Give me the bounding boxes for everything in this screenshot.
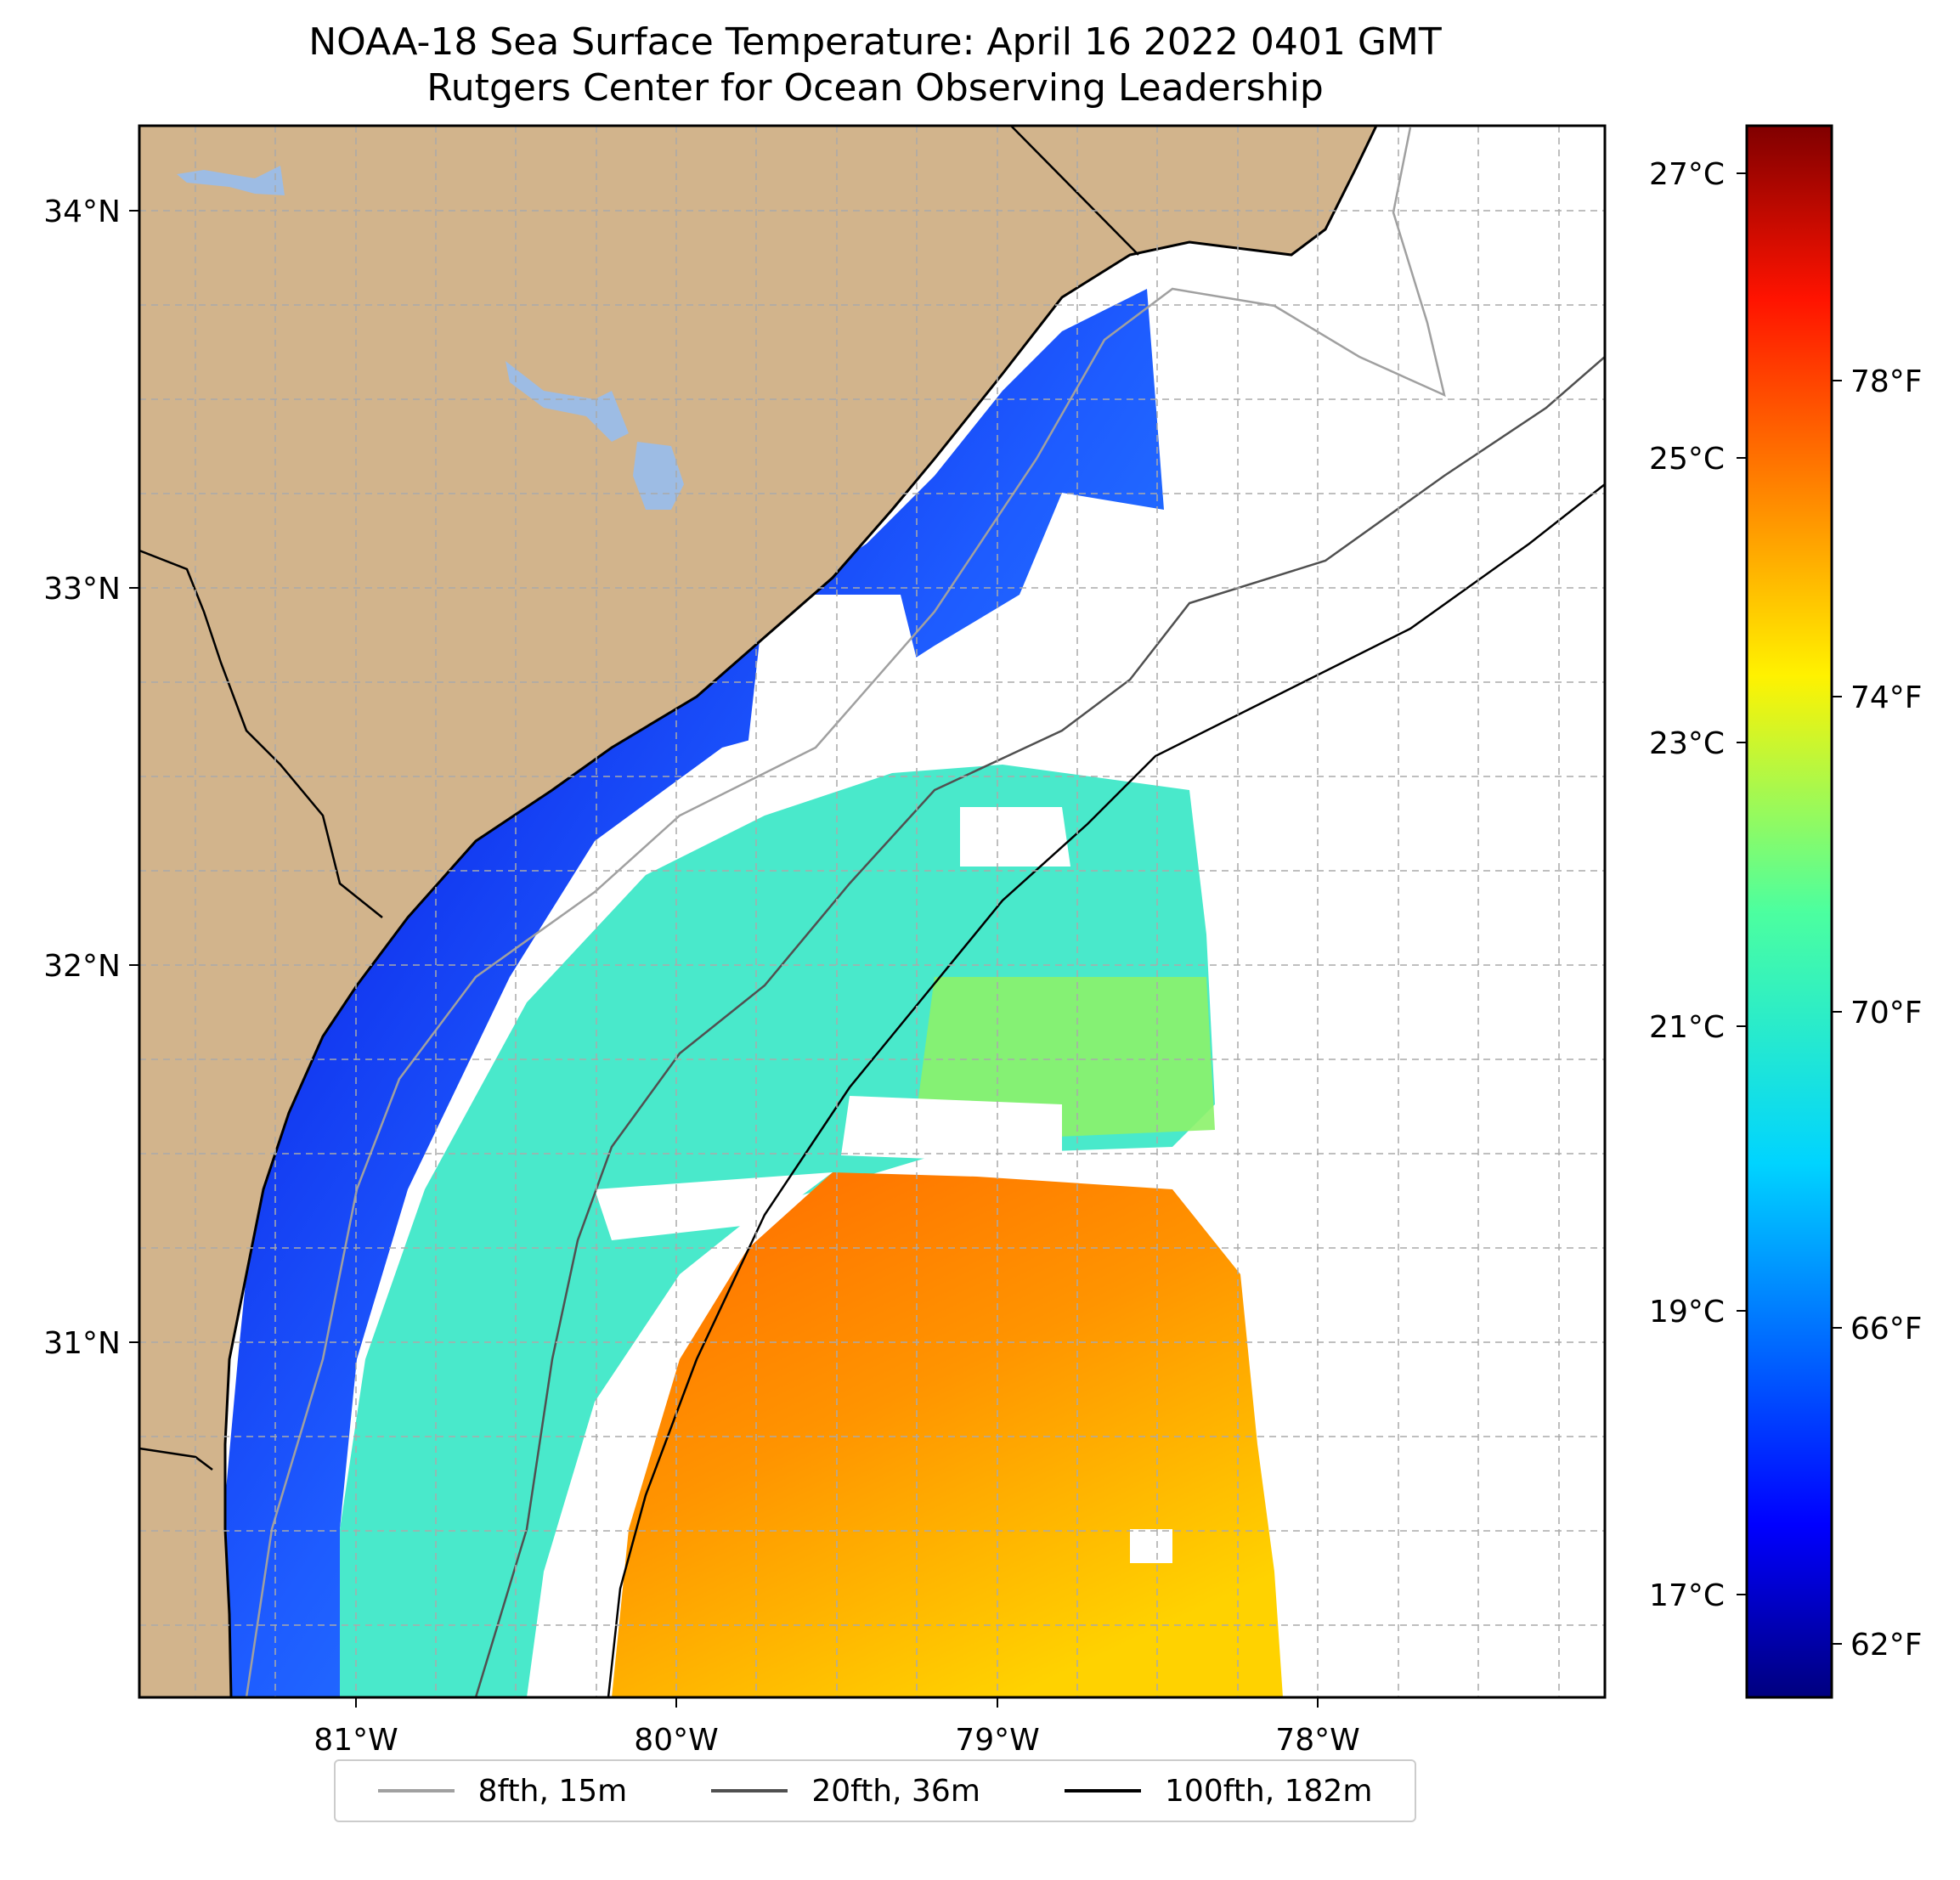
isobath-8fth <box>245 127 1446 1697</box>
lon-label: 79°W <box>955 1723 1039 1758</box>
lake <box>633 442 684 510</box>
colorbar-fahrenheit-label: 74°F <box>1850 680 1923 715</box>
lon-label: 80°W <box>634 1723 718 1758</box>
cloud-gap <box>748 595 918 748</box>
colorbar-celsius-label: 27°C <box>1649 157 1725 192</box>
legend-line-8fth <box>377 1789 455 1792</box>
colorbar-fahrenheit-label: 62°F <box>1850 1628 1923 1663</box>
state-border <box>139 1447 213 1471</box>
legend-label: 20fth, 36m <box>811 1773 980 1809</box>
lake <box>177 166 285 195</box>
lat-label: 34°N <box>43 195 121 229</box>
cloud-gap <box>841 1096 1062 1164</box>
colorbar-celsius-label: 21°C <box>1649 1010 1725 1045</box>
colorbar-celsius-label: 25°C <box>1649 442 1725 477</box>
sst-green-patch <box>918 977 1215 1138</box>
map-frame <box>138 124 1607 1699</box>
colorbar-ticks <box>1737 172 1842 1645</box>
cloud-gap <box>960 807 1070 867</box>
lat-label: 31°N <box>43 1326 121 1361</box>
chart-title: NOAA-18 Sea Surface Temperature: April 1… <box>308 20 1442 64</box>
state-border <box>139 549 383 918</box>
colorbar <box>1745 124 1833 1699</box>
colorbar-fahrenheit-label: 70°F <box>1850 996 1923 1030</box>
isobath-20fth <box>474 356 1605 1697</box>
gridlines <box>139 126 1605 1697</box>
legend-item: 8fth, 15m <box>377 1773 628 1809</box>
colorbar-celsius-label: 23°C <box>1649 726 1725 761</box>
colorbar-celsius-label: 19°C <box>1649 1295 1725 1330</box>
legend-item: 100fth, 182m <box>1065 1774 1372 1809</box>
colorbar-celsius-label: 17°C <box>1649 1578 1725 1613</box>
sst-warm-patch <box>612 1172 1283 1697</box>
legend-line-20fth <box>711 1789 788 1792</box>
sst-cool-band <box>221 289 1164 1697</box>
cloud-gap <box>1130 1529 1172 1563</box>
lon-label: 78°W <box>1275 1723 1359 1758</box>
lake <box>506 361 629 442</box>
legend: 8fth, 15m 20fth, 36m 100fth, 182m <box>334 1759 1416 1822</box>
lon-label: 81°W <box>313 1723 398 1758</box>
colorbar-fahrenheit-label: 78°F <box>1850 364 1923 399</box>
colorbar-fahrenheit-label: 66°F <box>1850 1312 1923 1346</box>
axis-ticks <box>129 210 1319 1708</box>
chart-subtitle: Rutgers Center for Ocean Observing Leade… <box>426 66 1324 110</box>
cloud-gap <box>595 1172 833 1240</box>
legend-label: 8fth, 15m <box>477 1773 628 1809</box>
legend-item: 20fth, 36m <box>711 1774 980 1809</box>
lat-label: 33°N <box>43 572 121 607</box>
isobath-100fth <box>607 483 1605 1697</box>
lat-label: 32°N <box>43 949 121 984</box>
land-mass <box>139 126 1378 1697</box>
legend-line-100fth <box>1065 1789 1142 1792</box>
state-border <box>1010 126 1139 256</box>
legend-label: 100fth, 182m <box>1165 1773 1373 1809</box>
